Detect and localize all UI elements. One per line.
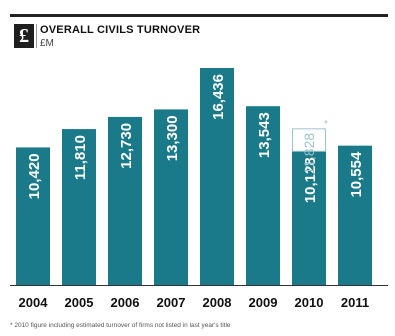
- annotation-box-2010: [292, 128, 326, 152]
- bar-2004: [16, 147, 50, 285]
- bar-value-label-2010: 10,128: [302, 157, 319, 203]
- bar-value-label-2011: 10,554: [348, 151, 365, 198]
- bar-value-label-2004: 10,420: [26, 153, 43, 199]
- x-tick-label-2005: 2005: [65, 295, 94, 310]
- chart-unit: £M: [40, 38, 54, 49]
- bar-2006: [108, 116, 142, 286]
- bar-2010: [292, 151, 326, 285]
- x-tick-label-2007: 2007: [157, 295, 186, 310]
- x-tick-label-2011: 2011: [341, 295, 369, 310]
- footnote: * 2010 figure including estimated turnov…: [10, 322, 231, 329]
- x-tick-label-2010: 2010: [295, 295, 324, 310]
- header-divider: [36, 24, 37, 48]
- bar-2009: [246, 106, 280, 285]
- bar-value-label-2008: 16,436: [210, 74, 227, 120]
- bar-value-label-2006: 12,730: [118, 123, 135, 169]
- annotation-asterisk: *: [324, 119, 328, 130]
- annotation-label-2010: 11,828: [301, 133, 317, 175]
- chart-title: OVERALL CIVILS TURNOVER: [40, 24, 201, 36]
- bar-value-label-2005: 11,810: [72, 135, 89, 180]
- pound-logo-icon: £: [14, 24, 34, 48]
- bar-2005: [62, 129, 96, 285]
- bar-2008: [200, 68, 234, 285]
- x-tick-label-2006: 2006: [111, 295, 140, 310]
- bar-value-label-2007: 13,300: [164, 115, 181, 161]
- x-tick-label-2004: 2004: [19, 295, 49, 310]
- x-tick-label-2008: 2008: [203, 295, 232, 310]
- bar-2011: [338, 145, 372, 285]
- bar-value-label-2009: 13,543: [256, 112, 273, 158]
- bar-2007: [154, 109, 188, 285]
- x-tick-label-2009: 2009: [249, 295, 278, 310]
- top-rule: [10, 14, 388, 17]
